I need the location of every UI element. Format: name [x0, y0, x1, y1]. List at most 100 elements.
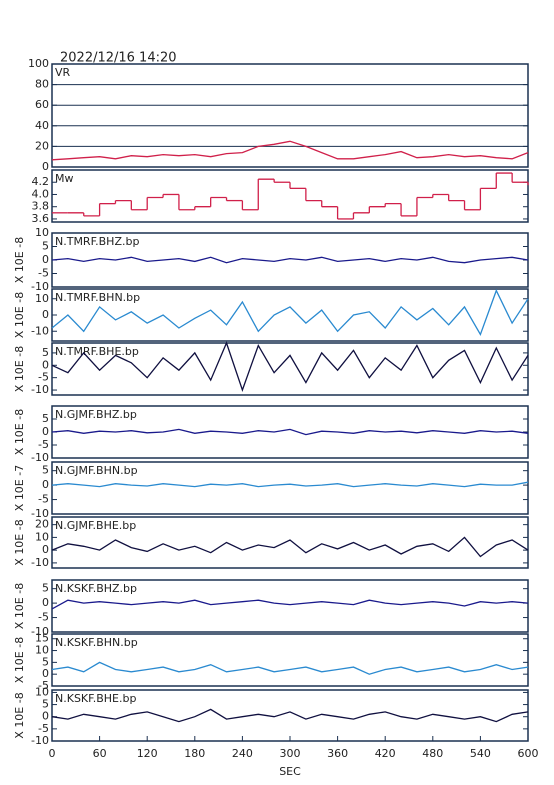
panel-title: N.TMRF.BHE.bp	[55, 345, 139, 358]
trace	[51, 288, 529, 337]
panel-frame	[51, 579, 529, 633]
panel-frame	[51, 169, 529, 223]
y-tick-label: 0	[42, 596, 49, 609]
panel-title: N.GJMF.BHN.bp	[55, 464, 138, 477]
y-tick-label: -5	[38, 371, 49, 384]
x-tick-label: 240	[232, 747, 253, 760]
y-tick-label: -5	[38, 611, 49, 624]
panel-title: N.KSKF.BHE.bp	[55, 692, 136, 705]
y-tick-label: 0	[42, 160, 49, 173]
y-tick-label: 10	[35, 644, 49, 657]
panel-title: Mw	[55, 172, 74, 185]
x-tick-label: 60	[93, 747, 107, 760]
y-tick-label: 4.2	[32, 175, 50, 188]
y-tick-label: -5	[38, 679, 49, 692]
y-tick-label: -5	[38, 267, 49, 280]
y-tick-label: 10	[35, 226, 49, 239]
y-tick-label: 0	[42, 253, 49, 266]
y-tick-label: 5	[42, 655, 49, 668]
y-axis-label: X 10E -8	[13, 637, 26, 683]
x-tick-label: 420	[375, 747, 396, 760]
y-tick-label: -10	[31, 280, 49, 293]
y-tick-label: -10	[31, 625, 49, 638]
y-tick-label: 5	[42, 582, 49, 595]
y-tick-label: 0	[42, 308, 49, 321]
y-tick-label: -10	[31, 324, 49, 337]
trace	[51, 661, 529, 675]
panel-frame	[51, 633, 529, 687]
x-tick-label: 300	[280, 747, 301, 760]
y-tick-label: 0	[42, 543, 49, 556]
y-tick-label: 5	[42, 412, 49, 425]
panel-frame	[51, 516, 529, 569]
y-tick-label: 20	[35, 139, 49, 152]
y-tick-label: 0	[42, 478, 49, 491]
trace	[51, 256, 529, 264]
trace	[51, 140, 529, 161]
y-tick-label: 3.6	[32, 212, 50, 225]
x-tick-label: 600	[518, 747, 539, 760]
y-tick-label: -5	[38, 493, 49, 506]
y-tick-label: -10	[31, 556, 49, 569]
y-tick-label: 10	[35, 292, 49, 305]
panel-frame	[51, 342, 529, 396]
y-tick-label: 10	[35, 685, 49, 698]
panel-frame	[51, 63, 529, 168]
panel-title: N.GJMF.BHZ.bp	[55, 408, 137, 421]
trace	[51, 599, 529, 610]
y-tick-label: 5	[42, 346, 49, 359]
y-axis-label: X 10E -8	[13, 409, 26, 455]
x-tick-label: 0	[49, 747, 56, 760]
panel-title: VR	[55, 66, 71, 79]
x-tick-label: 360	[327, 747, 348, 760]
y-axis-label: X 10E -8	[13, 346, 26, 392]
y-tick-label: 5	[42, 698, 49, 711]
trace	[51, 481, 529, 488]
trace	[51, 428, 529, 436]
trace	[51, 341, 529, 392]
y-tick-label: 3.8	[32, 200, 50, 213]
y-axis-label: X 10E -8	[13, 519, 26, 565]
y-tick-label: 20	[35, 518, 49, 531]
step-riser	[83, 173, 529, 219]
y-axis-label: X 10E -7	[13, 465, 26, 511]
y-tick-label: 100	[28, 57, 49, 70]
trace	[51, 536, 529, 558]
panel-title: N.KSKF.BHZ.bp	[55, 582, 137, 595]
x-tick-label: 180	[184, 747, 205, 760]
panel-title: N.TMRF.BHN.bp	[55, 291, 140, 304]
y-tick-label: 5	[42, 464, 49, 477]
y-tick-label: -5	[38, 722, 49, 735]
y-tick-label: -10	[31, 451, 49, 464]
y-tick-label: 10	[35, 530, 49, 543]
panel-title: N.TMRF.BHZ.bp	[55, 235, 139, 248]
y-tick-label: -10	[31, 734, 49, 747]
x-tick-label: 540	[470, 747, 491, 760]
y-tick-label: 5	[42, 240, 49, 253]
y-axis-label: X 10E -8	[13, 292, 26, 338]
panel-title: N.GJMF.BHE.bp	[55, 519, 136, 532]
y-tick-label: 0	[42, 425, 49, 438]
x-axis-label: SEC	[279, 765, 301, 778]
y-tick-label: -5	[38, 438, 49, 451]
y-tick-label: 0	[42, 667, 49, 680]
y-axis-label: X 10E -8	[13, 692, 26, 738]
panel-title: N.KSKF.BHN.bp	[55, 636, 138, 649]
chart-title: 2022/12/16 14:20	[60, 51, 177, 66]
panel-frame	[51, 461, 529, 515]
y-axis-label: X 10E -8	[13, 583, 26, 629]
y-tick-label: -10	[31, 507, 49, 520]
y-tick-label: 40	[35, 119, 49, 132]
y-axis-label: X 10E -8	[13, 237, 26, 283]
y-tick-label: 15	[35, 632, 49, 645]
y-tick-label: 0	[42, 358, 49, 371]
y-tick-label: 0	[42, 710, 49, 723]
y-tick-label: 4.0	[32, 187, 50, 200]
x-tick-label: 480	[422, 747, 443, 760]
trace	[51, 708, 529, 723]
y-tick-label: 80	[35, 78, 49, 91]
x-tick-label: 120	[137, 747, 158, 760]
y-tick-label: 60	[35, 98, 49, 111]
y-tick-label: -10	[31, 383, 49, 396]
